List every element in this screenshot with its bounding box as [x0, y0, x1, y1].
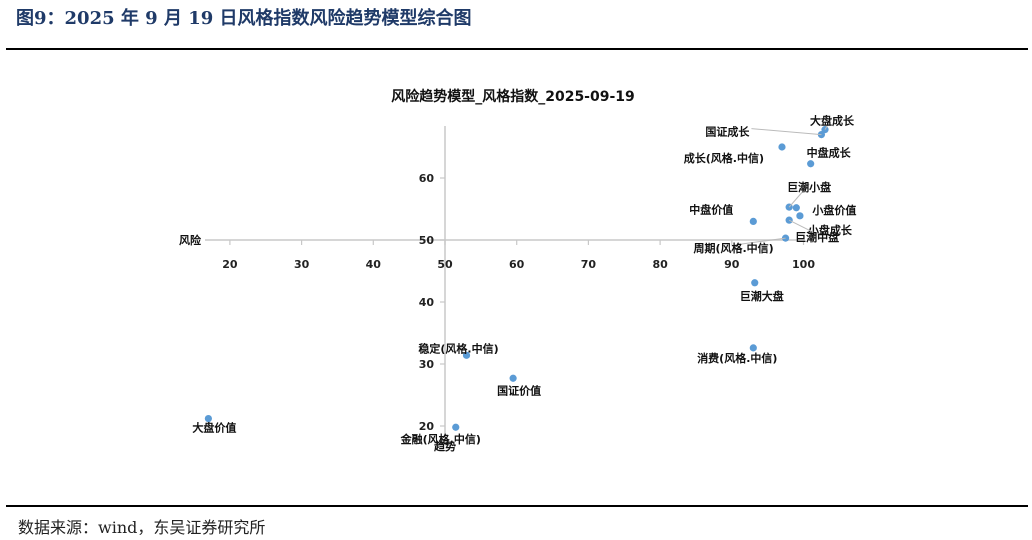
x-tick-label: 50 — [437, 258, 453, 271]
point-label: 中盘价值 — [689, 202, 733, 216]
y-tick-label: 60 — [419, 172, 435, 185]
scatter-point — [204, 414, 212, 423]
scatter-point — [751, 279, 759, 287]
point-label: 国证价值 — [497, 383, 541, 397]
point-label: 大盘价值 — [192, 421, 236, 435]
figure-title: 图9：2025 年 9 月 19 日风格指数风险趋势模型综合图 — [16, 8, 472, 29]
top-rule — [6, 48, 1028, 50]
leader-line — [751, 128, 822, 136]
y-tick-label: 20 — [419, 420, 435, 433]
axes: 20 30 40 50 60 70 80 90 100 20 30 40 50 60 风险趋势 — [179, 126, 815, 453]
scatter-point — [807, 160, 815, 168]
scatter-point — [778, 143, 786, 151]
x-tick-label: 40 — [366, 258, 382, 271]
chart-title: 风险趋势模型_风格指数_2025-09-19 — [391, 88, 635, 105]
scatter-point — [509, 374, 517, 382]
x-axis-label: 风险 — [179, 233, 202, 247]
x-tick-label: 30 — [294, 258, 310, 271]
point-label: 巨潮中盘 — [795, 230, 839, 244]
y-tick-label: 30 — [419, 358, 435, 371]
scatter-point — [749, 344, 757, 352]
point-label: 大盘成长 — [810, 114, 855, 128]
point-label: 金融(风格.中信) — [400, 432, 481, 446]
point-label: 中盘成长 — [807, 146, 852, 160]
scatter-point — [462, 351, 471, 359]
chart-marks — [204, 126, 829, 431]
point-label: 周期(风格.中信) — [693, 241, 773, 255]
point-label: 巨潮小盘 — [787, 180, 831, 194]
y-axis-label: 趋势 — [434, 439, 456, 453]
point-label: 小盘价值 — [811, 203, 856, 217]
leader-line — [824, 117, 833, 130]
x-tick-label: 20 — [222, 258, 238, 271]
leader-line — [788, 219, 818, 235]
scatter-point — [817, 131, 826, 139]
y-tick-label: 40 — [419, 296, 435, 309]
x-tick-label: 100 — [792, 258, 815, 271]
point-label: 国证成长 — [705, 125, 750, 139]
point-label: 巨潮大盘 — [740, 289, 784, 303]
x-tick-label: 60 — [509, 258, 525, 271]
point-label: 消费(风格.中信) — [697, 351, 777, 365]
scatter-point — [792, 204, 800, 212]
source-note: 数据来源：wind，东吴证券研究所 — [18, 518, 266, 537]
x-tick-label: 90 — [724, 258, 740, 271]
point-label: 小盘成长 — [807, 223, 853, 237]
scatter-point — [796, 212, 804, 220]
x-tick-label: 70 — [581, 258, 597, 271]
leader-line — [788, 183, 810, 208]
leader-line — [733, 237, 786, 246]
y-tick-label: 50 — [419, 234, 435, 247]
point-label: 成长(风格.中信) — [684, 151, 764, 165]
x-tick-label: 80 — [652, 258, 668, 271]
scatter-point — [749, 217, 757, 225]
scatter-point — [781, 234, 790, 242]
point-label: 稳定(风格.中信) — [418, 341, 498, 355]
scatter-point — [452, 423, 460, 431]
bottom-rule — [6, 505, 1028, 507]
